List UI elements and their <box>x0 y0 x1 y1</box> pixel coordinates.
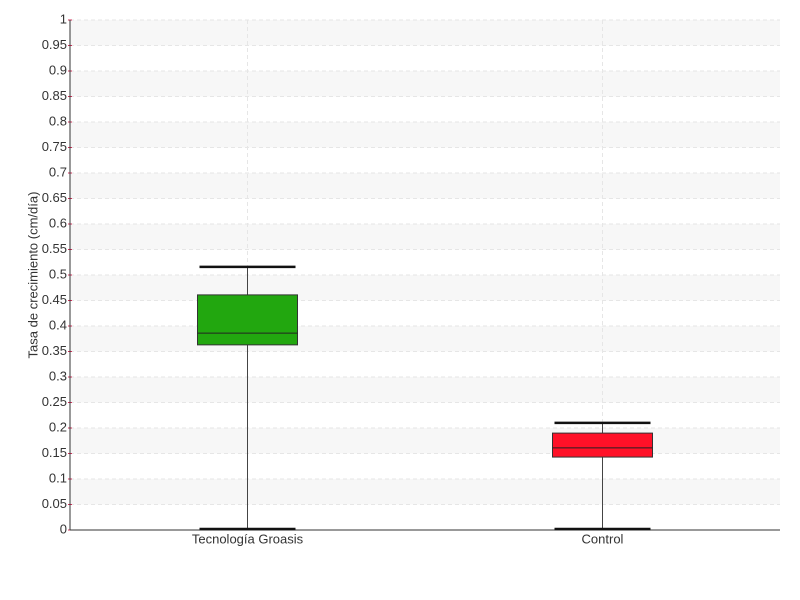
x-tick-label: Tecnología Groasis <box>192 531 304 546</box>
grid-band <box>70 377 780 403</box>
y-tick-label: 0.4 <box>49 317 67 332</box>
y-tick-label: 0.9 <box>49 62 67 77</box>
y-tick-label: 0.6 <box>49 215 67 230</box>
y-tick-label: 0.7 <box>49 164 67 179</box>
y-tick-label: 0.85 <box>42 88 67 103</box>
grid-band <box>70 71 780 97</box>
y-tick-label: 0.15 <box>42 445 67 460</box>
grid-band <box>70 20 780 46</box>
y-tick-label: 0.25 <box>42 394 67 409</box>
grid-band <box>70 224 780 250</box>
grid-band <box>70 428 780 454</box>
y-tick-label: 0.65 <box>42 190 67 205</box>
y-tick-label: 0.55 <box>42 241 67 256</box>
grid-band <box>70 479 780 505</box>
grid-band <box>70 275 780 301</box>
box <box>552 432 653 458</box>
y-tick-label: 1 <box>60 11 67 26</box>
y-tick-label: 0.45 <box>42 292 67 307</box>
y-axis-label: Tasa de crecimiento (cm/día) <box>25 192 40 359</box>
grid-band <box>70 326 780 352</box>
y-tick-label: 0.05 <box>42 496 67 511</box>
y-tick-label: 0 <box>60 521 67 536</box>
y-tick-label: 0.8 <box>49 113 67 128</box>
y-tick-label: 0.75 <box>42 139 67 154</box>
y-tick-label: 0.35 <box>42 343 67 358</box>
grid-band <box>70 122 780 148</box>
y-tick-label: 0.95 <box>42 37 67 52</box>
y-tick-label: 0.2 <box>49 419 67 434</box>
y-tick-label: 0.3 <box>49 368 67 383</box>
y-tick-label: 0.1 <box>49 470 67 485</box>
grid-band <box>70 173 780 199</box>
y-tick-label: 0.5 <box>49 266 67 281</box>
x-tick-label: Control <box>582 531 624 546</box>
box <box>197 294 298 346</box>
